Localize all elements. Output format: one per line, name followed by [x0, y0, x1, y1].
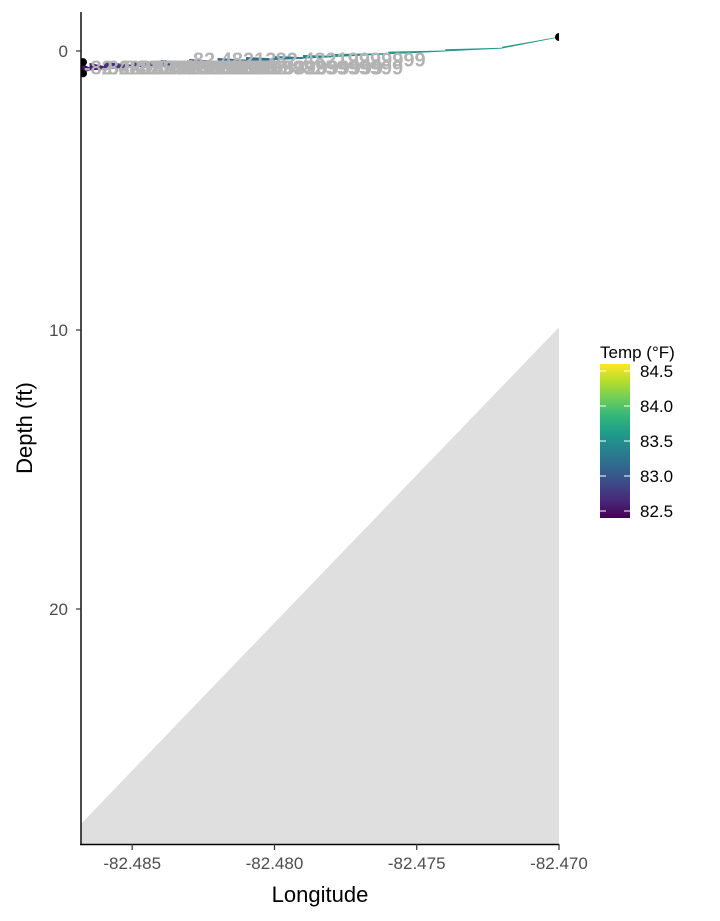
x-tick-label: -82.470 [530, 854, 588, 873]
color-legend: Temp (°F) 84.5 84.0 83.5 83.0 82.5 [600, 343, 675, 521]
point-label: -82.4832999999 [237, 58, 383, 80]
track-segment [103, 61, 133, 69]
track-segment [445, 47, 503, 52]
legend-ticks: 84.5 84.0 83.5 83.0 82.5 [600, 362, 673, 521]
track-segment [331, 53, 389, 58]
legend-title: Temp (°F) [600, 343, 675, 362]
track-segment [274, 55, 303, 61]
legend-tick-label: 83.5 [640, 432, 673, 451]
track-segment [502, 36, 559, 49]
bottom-profile-area [81, 327, 559, 844]
x-axis-title: Longitude [272, 882, 369, 907]
point-label: -82.48699999 [84, 58, 207, 80]
y-tick-label: 20 [49, 600, 68, 619]
point-label: -82.4849999999 [169, 58, 315, 80]
temperature-track [81, 36, 559, 72]
track-segment [302, 54, 332, 59]
end-point [81, 58, 87, 67]
point-label: -82.48219999999 [269, 49, 426, 71]
point-label: -82.48519999 [146, 58, 269, 80]
point-label: -82.48599999999 [118, 58, 275, 80]
legend-tick-label: 84.0 [640, 397, 673, 416]
track-segment [388, 50, 446, 55]
point-label: -82.4855999999 [132, 58, 278, 80]
x-tick-label: -82.485 [103, 854, 161, 873]
x-tick-label: -82.475 [388, 854, 446, 873]
point-label: -82.4865999999 [101, 58, 247, 80]
end-point [81, 69, 87, 78]
track-segment [132, 60, 161, 68]
end-point [555, 33, 559, 42]
point-label: -82.4825999999 [257, 58, 403, 80]
point-label: -82.4845999999 [192, 58, 338, 80]
y-axis-title: Depth (ft) [12, 382, 37, 474]
y-tick-label: 10 [49, 321, 68, 340]
point-labels: -82.48213-82.48219999999-82.48699999-82.… [84, 49, 426, 79]
x-tick-label: -82.480 [246, 854, 304, 873]
legend-tick-label: 82.5 [640, 502, 673, 521]
x-axis-ticks: -82.485 -82.480 -82.475 -82.470 [103, 844, 588, 873]
y-tick-label: 0 [59, 42, 68, 61]
legend-tick-label: 84.5 [640, 362, 673, 381]
plot-area: -82.48213-82.48219999999-82.48699999-82.… [81, 33, 559, 844]
track-segment [246, 56, 275, 62]
end-points [81, 33, 559, 78]
track-segment [89, 62, 104, 71]
point-label: -82.4839999999 [215, 58, 361, 80]
track-segment [160, 59, 190, 66]
track-segment [217, 57, 247, 63]
track-segment [189, 58, 218, 65]
legend-tick-label: 83.0 [640, 467, 673, 486]
point-label: -82.48213 [186, 49, 276, 71]
y-axis-ticks: 0 10 20 [49, 42, 81, 619]
